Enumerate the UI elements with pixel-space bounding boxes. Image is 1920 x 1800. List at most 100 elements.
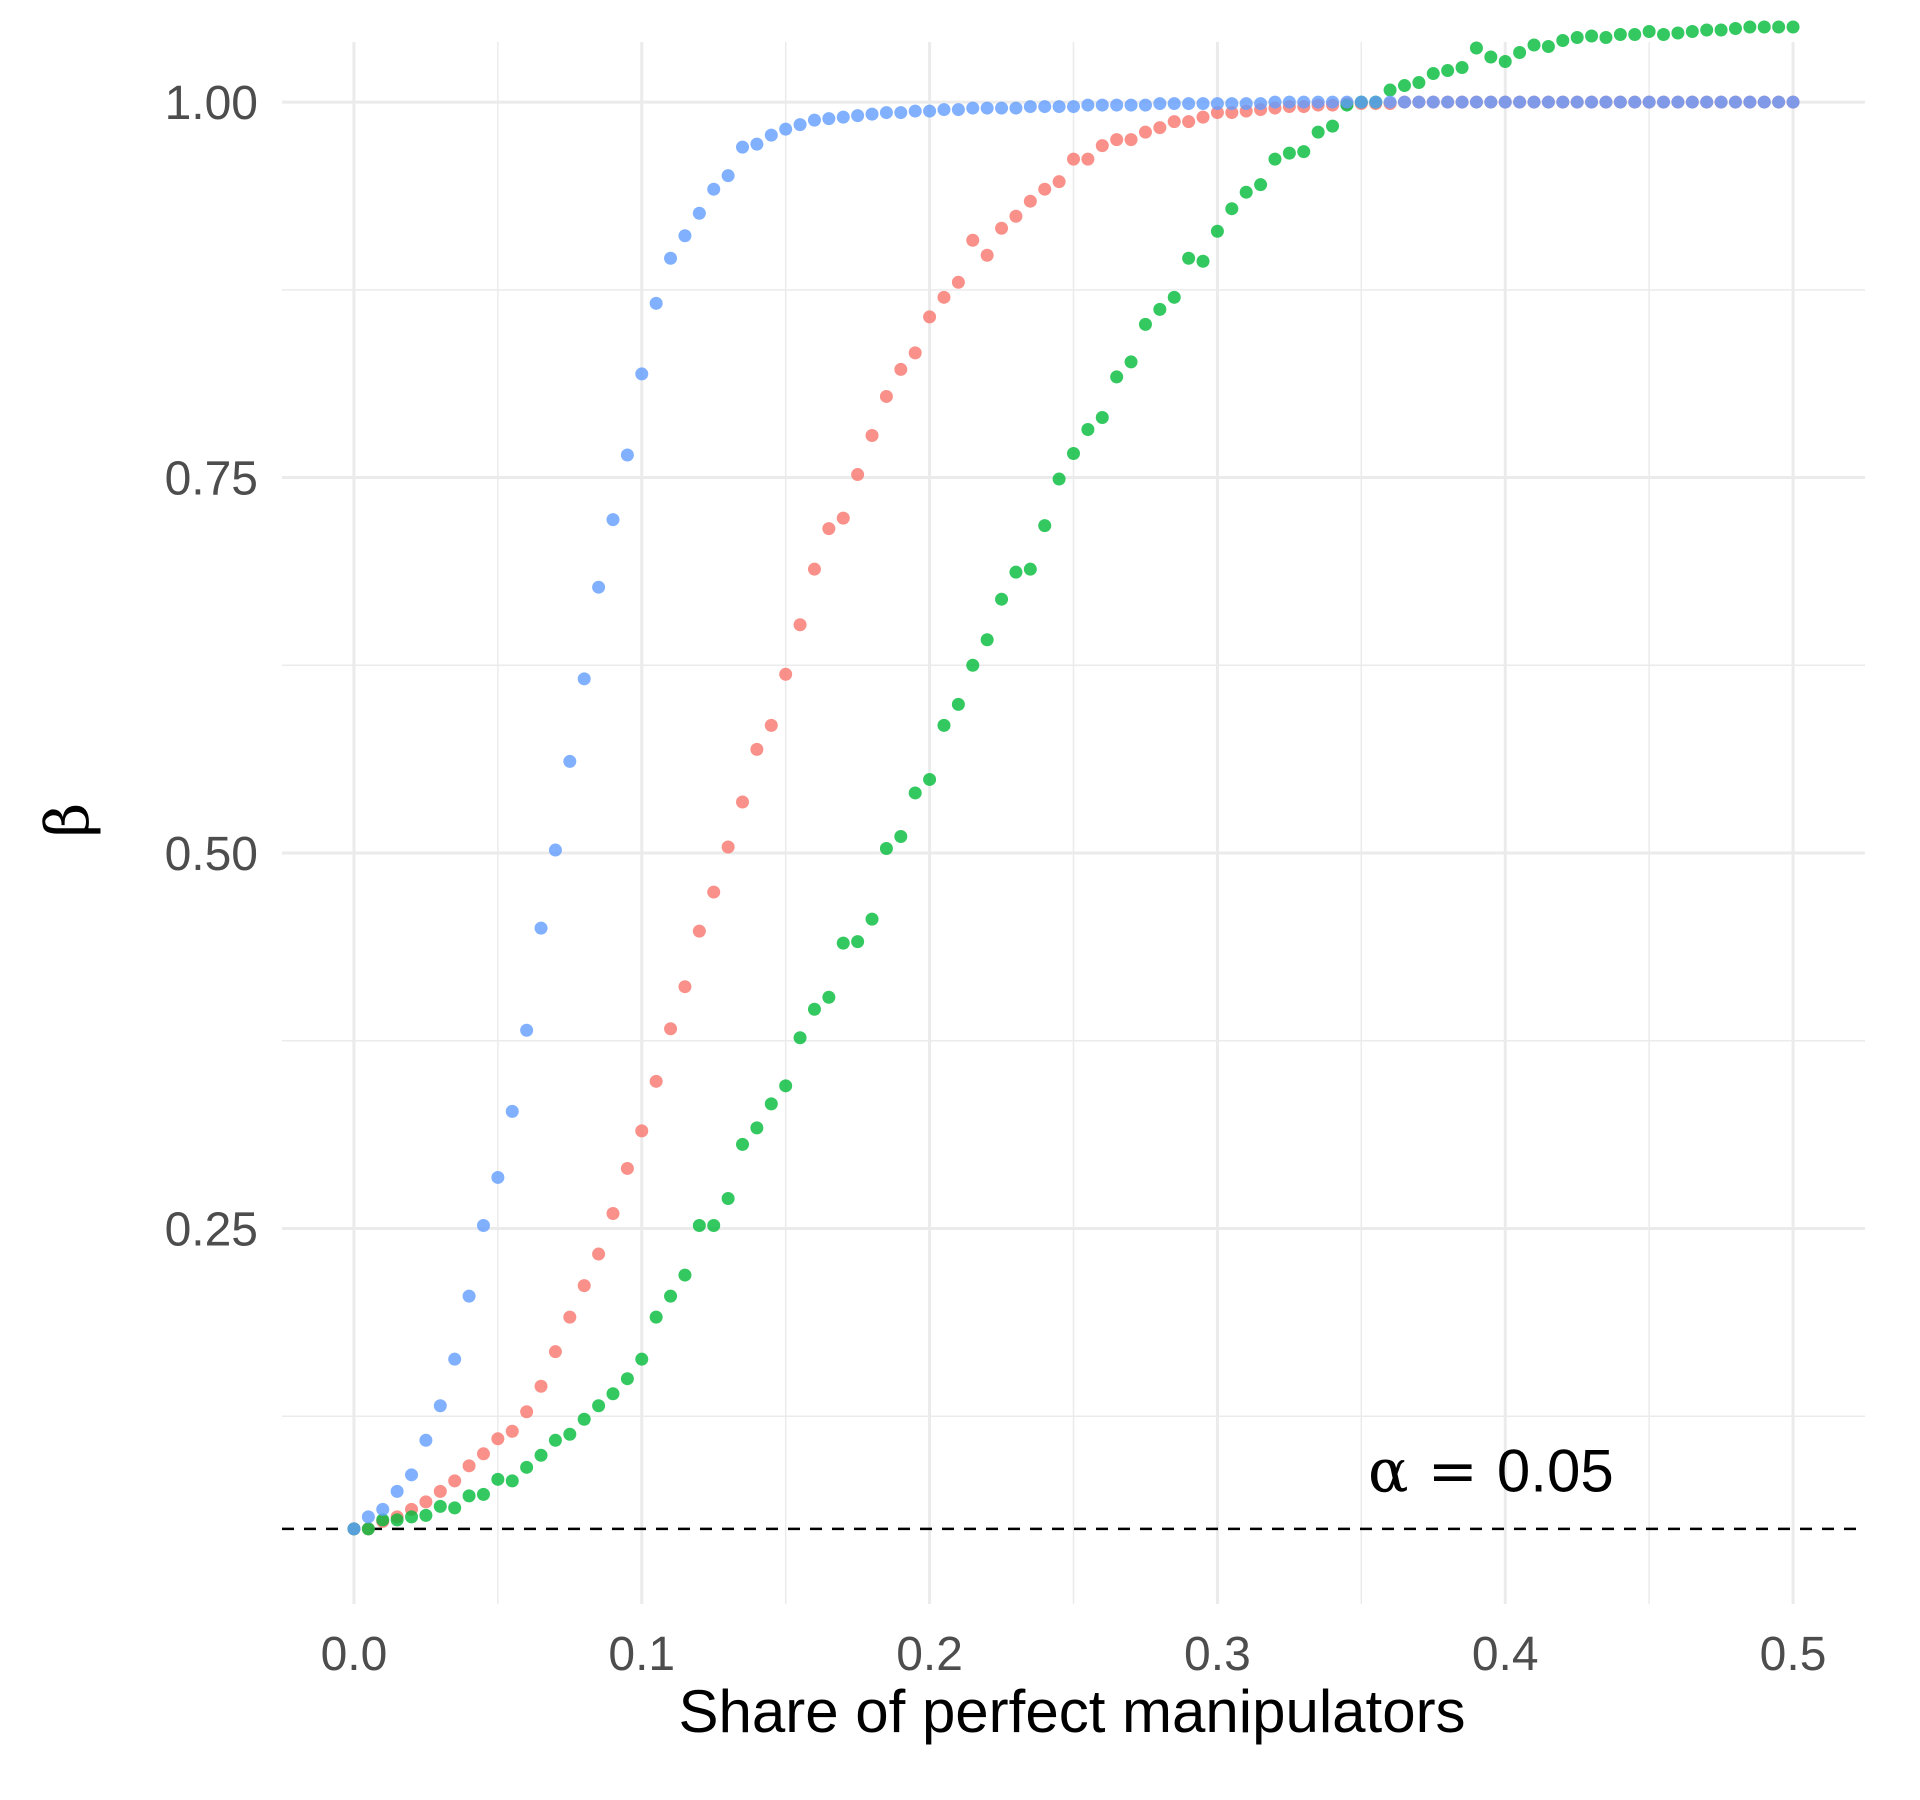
data-point [1570, 30, 1584, 44]
data-point [462, 1459, 476, 1473]
data-point [592, 1399, 606, 1413]
data-point [1354, 95, 1368, 109]
data-point [908, 346, 922, 360]
data-point [736, 1137, 750, 1151]
data-point [361, 1522, 375, 1536]
data-point [1009, 565, 1023, 579]
data-point [980, 101, 994, 115]
data-point [563, 1427, 577, 1441]
data-point [951, 275, 965, 289]
data-point [822, 522, 836, 536]
data-point [836, 511, 850, 525]
data-point [908, 786, 922, 800]
data-point [1023, 562, 1037, 576]
data-point [433, 1399, 447, 1413]
data-point [405, 1468, 419, 1482]
data-point [764, 718, 778, 732]
data-point [548, 843, 562, 857]
data-point [1297, 145, 1311, 159]
data-point [1728, 95, 1742, 109]
data-point [1397, 79, 1411, 93]
data-point [491, 1432, 505, 1446]
data-point [1541, 95, 1555, 109]
data-point [764, 1097, 778, 1111]
data-point [1556, 95, 1570, 109]
data-point [1009, 209, 1023, 223]
data-point [1484, 50, 1498, 64]
data-point [448, 1474, 462, 1488]
data-point [635, 367, 649, 381]
alpha-annotation: α = 0.05 [1368, 1436, 1614, 1506]
data-point [1757, 95, 1771, 109]
data-point [1023, 100, 1037, 114]
data-point [635, 1124, 649, 1138]
data-point [1182, 97, 1196, 111]
data-points [347, 20, 1800, 1536]
data-point [908, 104, 922, 118]
data-point [822, 112, 836, 126]
data-point [1441, 95, 1455, 109]
data-point [1757, 20, 1771, 34]
data-point [1081, 152, 1095, 166]
data-point [692, 206, 706, 220]
data-point [1642, 24, 1656, 38]
data-point [980, 633, 994, 647]
y-tick-label: 0.25 [165, 1204, 258, 1257]
data-point [1441, 64, 1455, 78]
minor-gridlines [282, 42, 1865, 1604]
data-point [462, 1289, 476, 1303]
data-point [1585, 95, 1599, 109]
data-point [1786, 20, 1800, 34]
x-tick-label: 0.0 [321, 1628, 388, 1681]
data-point [376, 1502, 390, 1516]
x-tick-label: 0.1 [608, 1628, 675, 1681]
data-point [577, 1279, 591, 1293]
data-point [879, 389, 893, 403]
data-point [1426, 67, 1440, 81]
data-point [1397, 95, 1411, 109]
data-point [1095, 139, 1109, 153]
data-point [1182, 115, 1196, 129]
data-point [1038, 100, 1052, 114]
data-point [1743, 95, 1757, 109]
y-axis-ticks: 0.25 0.50 0.75 1.00 [165, 77, 258, 1256]
data-point [1009, 101, 1023, 115]
data-point [505, 1104, 519, 1118]
data-point [1513, 46, 1527, 60]
data-point [1455, 95, 1469, 109]
data-point [1326, 95, 1340, 109]
data-point [764, 128, 778, 142]
data-point [1599, 95, 1613, 109]
data-point [951, 697, 965, 711]
x-axis-ticks: 0.0 0.1 0.2 0.3 0.4 0.5 [321, 1628, 1827, 1681]
data-point [1671, 95, 1685, 109]
data-point [1124, 98, 1138, 112]
data-point [592, 580, 606, 594]
data-point [779, 122, 793, 136]
data-point [1225, 106, 1239, 120]
data-point [894, 106, 908, 120]
data-point [1570, 95, 1584, 109]
data-point [620, 448, 634, 462]
data-point [534, 921, 548, 935]
x-tick-label: 0.4 [1472, 1628, 1539, 1681]
data-point [1110, 133, 1124, 147]
data-point [865, 912, 879, 926]
data-point [980, 248, 994, 262]
data-point [995, 221, 1009, 235]
data-point [419, 1433, 433, 1447]
data-point [563, 754, 577, 768]
data-point [678, 1268, 692, 1282]
data-point [1556, 33, 1570, 47]
data-point [1081, 98, 1095, 112]
data-point [649, 1310, 663, 1324]
data-point [1268, 95, 1282, 109]
data-point [491, 1472, 505, 1486]
data-point [563, 1310, 577, 1324]
data-point [1254, 178, 1268, 192]
data-point [1282, 146, 1296, 160]
data-point [1225, 202, 1239, 216]
data-point [1067, 152, 1080, 166]
data-point [793, 1031, 807, 1045]
x-tick-label: 0.3 [1184, 1628, 1251, 1681]
